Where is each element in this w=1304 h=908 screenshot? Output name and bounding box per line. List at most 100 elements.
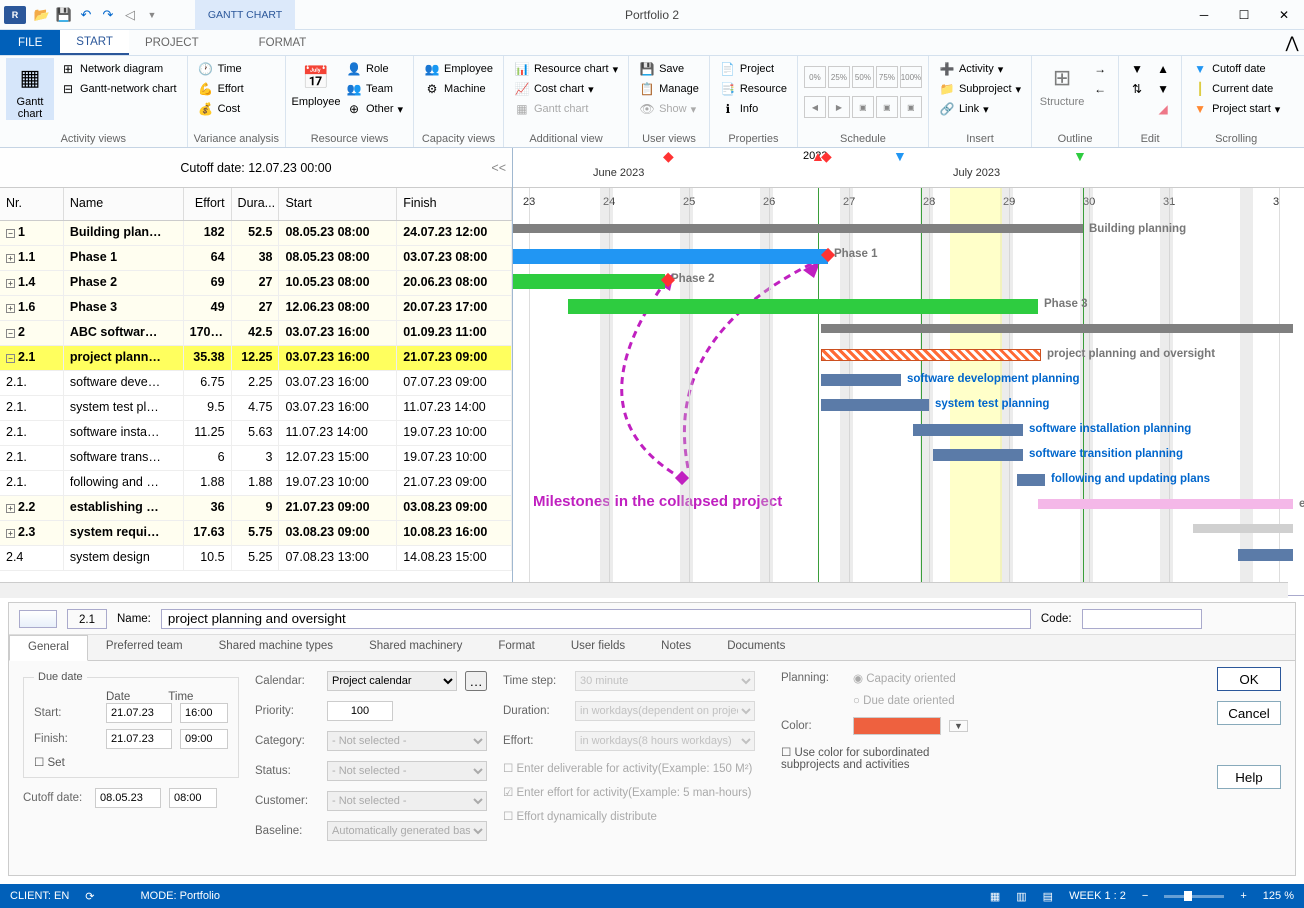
- employee-button[interactable]: 📅 Employee: [292, 58, 340, 108]
- info-button[interactable]: ℹInfo: [716, 100, 791, 118]
- view-icon-2[interactable]: ▥: [1016, 890, 1026, 903]
- resource-chart-button[interactable]: 📊Resource chart ▾: [510, 60, 622, 78]
- table-row[interactable]: +2.3 system requi… 17.63 5.75 03.08.23 0…: [0, 521, 512, 546]
- cutoff-date-button[interactable]: ▼Cutoff date: [1188, 60, 1284, 78]
- table-row[interactable]: 2.1. following and … 1.88 1.88 19.07.23 …: [0, 471, 512, 496]
- effort-button[interactable]: 💪Effort: [194, 80, 248, 98]
- sort-button[interactable]: ⇅: [1125, 80, 1149, 98]
- sched-left-icon[interactable]: ◀: [804, 96, 826, 118]
- priority-input[interactable]: [327, 701, 393, 721]
- ok-button[interactable]: OK: [1217, 667, 1281, 691]
- gantt-network-button[interactable]: ⊟Gantt-network chart: [56, 80, 181, 98]
- app-icon[interactable]: R: [4, 6, 26, 24]
- qat-dropdown-icon[interactable]: ▼: [142, 5, 162, 25]
- res-props-button[interactable]: 📑Resource: [716, 80, 791, 98]
- help-button[interactable]: Help: [1217, 765, 1281, 789]
- cost-button[interactable]: 💰Cost: [194, 100, 248, 118]
- gantt-bar[interactable]: [513, 274, 665, 289]
- table-row[interactable]: +1.1 Phase 1 64 38 08.05.23 08:00 03.07.…: [0, 246, 512, 271]
- insert-subproject-button[interactable]: 📁Subproject ▾: [935, 80, 1025, 98]
- manage-view-button[interactable]: 📋Manage: [635, 80, 703, 98]
- prop-tab-general[interactable]: General: [9, 635, 88, 661]
- time-button[interactable]: 🕐Time: [194, 60, 248, 78]
- gantt-bar[interactable]: [513, 249, 828, 264]
- baseline-select[interactable]: Automatically generated baseli: [327, 821, 487, 841]
- redo-icon[interactable]: ↷: [98, 5, 118, 25]
- save-view-button[interactable]: 💾Save: [635, 60, 703, 78]
- gantt-chart-button[interactable]: ▦ Gantt chart: [6, 58, 54, 120]
- table-row[interactable]: 2.1. system test pl… 9.5 4.75 03.07.23 1…: [0, 396, 512, 421]
- status-select[interactable]: - Not selected -: [327, 761, 487, 781]
- name-input[interactable]: [161, 609, 1031, 629]
- ribbon-collapse-button[interactable]: ⋀: [1280, 30, 1304, 55]
- gantt-bar[interactable]: [568, 299, 1038, 314]
- schedule-75%[interactable]: 75%: [876, 66, 898, 88]
- tab-start[interactable]: START: [60, 30, 129, 55]
- close-button[interactable]: ✕: [1264, 1, 1304, 29]
- level-indicator-icon[interactable]: [19, 610, 57, 628]
- color-dropdown-icon[interactable]: ▼: [949, 720, 968, 732]
- prop-tab-documents[interactable]: Documents: [709, 635, 803, 660]
- customer-select[interactable]: - Not selected -: [327, 791, 487, 811]
- other-button[interactable]: ⊕Other ▾: [342, 100, 407, 118]
- project-start-button[interactable]: ▼Project start ▾: [1188, 100, 1284, 118]
- view-icon-1[interactable]: ▦: [990, 890, 1000, 903]
- sched-opt2-icon[interactable]: ▣: [876, 96, 898, 118]
- table-row[interactable]: 2.1. software trans… 6 3 12.07.23 15:00 …: [0, 446, 512, 471]
- finish-date-input[interactable]: [106, 729, 172, 749]
- filter-button[interactable]: ▼: [1125, 60, 1149, 78]
- table-row[interactable]: +2.2 establishing … 36 9 21.07.23 09:00 …: [0, 496, 512, 521]
- cutoff-date-input[interactable]: [95, 788, 161, 808]
- cutoff-time-input[interactable]: [169, 788, 217, 808]
- view-icon-3[interactable]: ▤: [1043, 890, 1053, 903]
- category-select[interactable]: - Not selected -: [327, 731, 487, 751]
- context-tab-gantt[interactable]: GANTT CHART: [195, 0, 295, 30]
- save-icon[interactable]: 💾: [54, 5, 74, 25]
- use-color-checkbox[interactable]: Use color for subordinated subprojects a…: [781, 745, 951, 771]
- table-row[interactable]: 2.1. software insta… 11.25 5.63 11.07.23…: [0, 421, 512, 446]
- expand-icon[interactable]: +: [6, 279, 15, 288]
- gantt-bar[interactable]: [821, 374, 901, 386]
- collapse-table-button[interactable]: <<: [491, 161, 506, 175]
- schedule-50%[interactable]: 50%: [852, 66, 874, 88]
- col-start[interactable]: Start: [279, 188, 397, 220]
- horizontal-scrollbar[interactable]: [0, 582, 1288, 598]
- table-row[interactable]: 2.4 system design 10.5 5.25 07.08.23 13:…: [0, 546, 512, 571]
- calendar-more-button[interactable]: …: [465, 671, 487, 691]
- up-button[interactable]: ▲: [1151, 60, 1175, 78]
- minimize-button[interactable]: ─: [1184, 1, 1224, 29]
- prop-tab-shared-machinery[interactable]: Shared machinery: [351, 635, 480, 660]
- sched-opt1-icon[interactable]: ▣: [852, 96, 874, 118]
- tab-file[interactable]: FILE: [0, 30, 60, 55]
- col-name[interactable]: Name: [64, 188, 184, 220]
- cap-employee-button[interactable]: 👥Employee: [420, 60, 497, 78]
- table-row[interactable]: −2.1 project plann… 35.38 12.25 03.07.23…: [0, 346, 512, 371]
- gantt-bar[interactable]: [513, 224, 1083, 233]
- expand-icon[interactable]: +: [6, 304, 15, 313]
- refresh-icon[interactable]: ⟳: [85, 890, 94, 903]
- prop-tab-user-fields[interactable]: User fields: [553, 635, 643, 660]
- schedule-25%[interactable]: 25%: [828, 66, 850, 88]
- col-nr[interactable]: Nr.: [0, 188, 64, 220]
- expand-icon[interactable]: −: [6, 329, 15, 338]
- start-date-input[interactable]: [106, 703, 172, 723]
- outdent-button[interactable]: ←: [1088, 80, 1112, 98]
- gantt-bar[interactable]: [821, 324, 1293, 333]
- table-row[interactable]: −1 Building plan… 182 52.5 08.05.23 08:0…: [0, 221, 512, 246]
- zoom-slider[interactable]: [1164, 895, 1224, 898]
- insert-link-button[interactable]: 🔗Link ▾: [935, 100, 1025, 118]
- gantt-bar[interactable]: [821, 349, 1041, 361]
- expand-icon[interactable]: +: [6, 254, 15, 263]
- gantt-bar[interactable]: [1238, 549, 1293, 561]
- schedule-100%[interactable]: 100%: [900, 66, 922, 88]
- open-icon[interactable]: 📂: [32, 5, 52, 25]
- gantt-bar[interactable]: [1193, 524, 1293, 533]
- network-diagram-button[interactable]: ⊞Network diagram: [56, 60, 181, 78]
- table-row[interactable]: +1.4 Phase 2 69 27 10.05.23 08:00 20.06.…: [0, 271, 512, 296]
- expand-icon[interactable]: −: [6, 354, 15, 363]
- gantt-bar[interactable]: [913, 424, 1023, 436]
- insert-activity-button[interactable]: ➕Activity ▾: [935, 60, 1025, 78]
- gantt-bar[interactable]: [1017, 474, 1045, 486]
- finish-time-input[interactable]: [180, 729, 228, 749]
- set-checkbox[interactable]: Set: [34, 755, 65, 769]
